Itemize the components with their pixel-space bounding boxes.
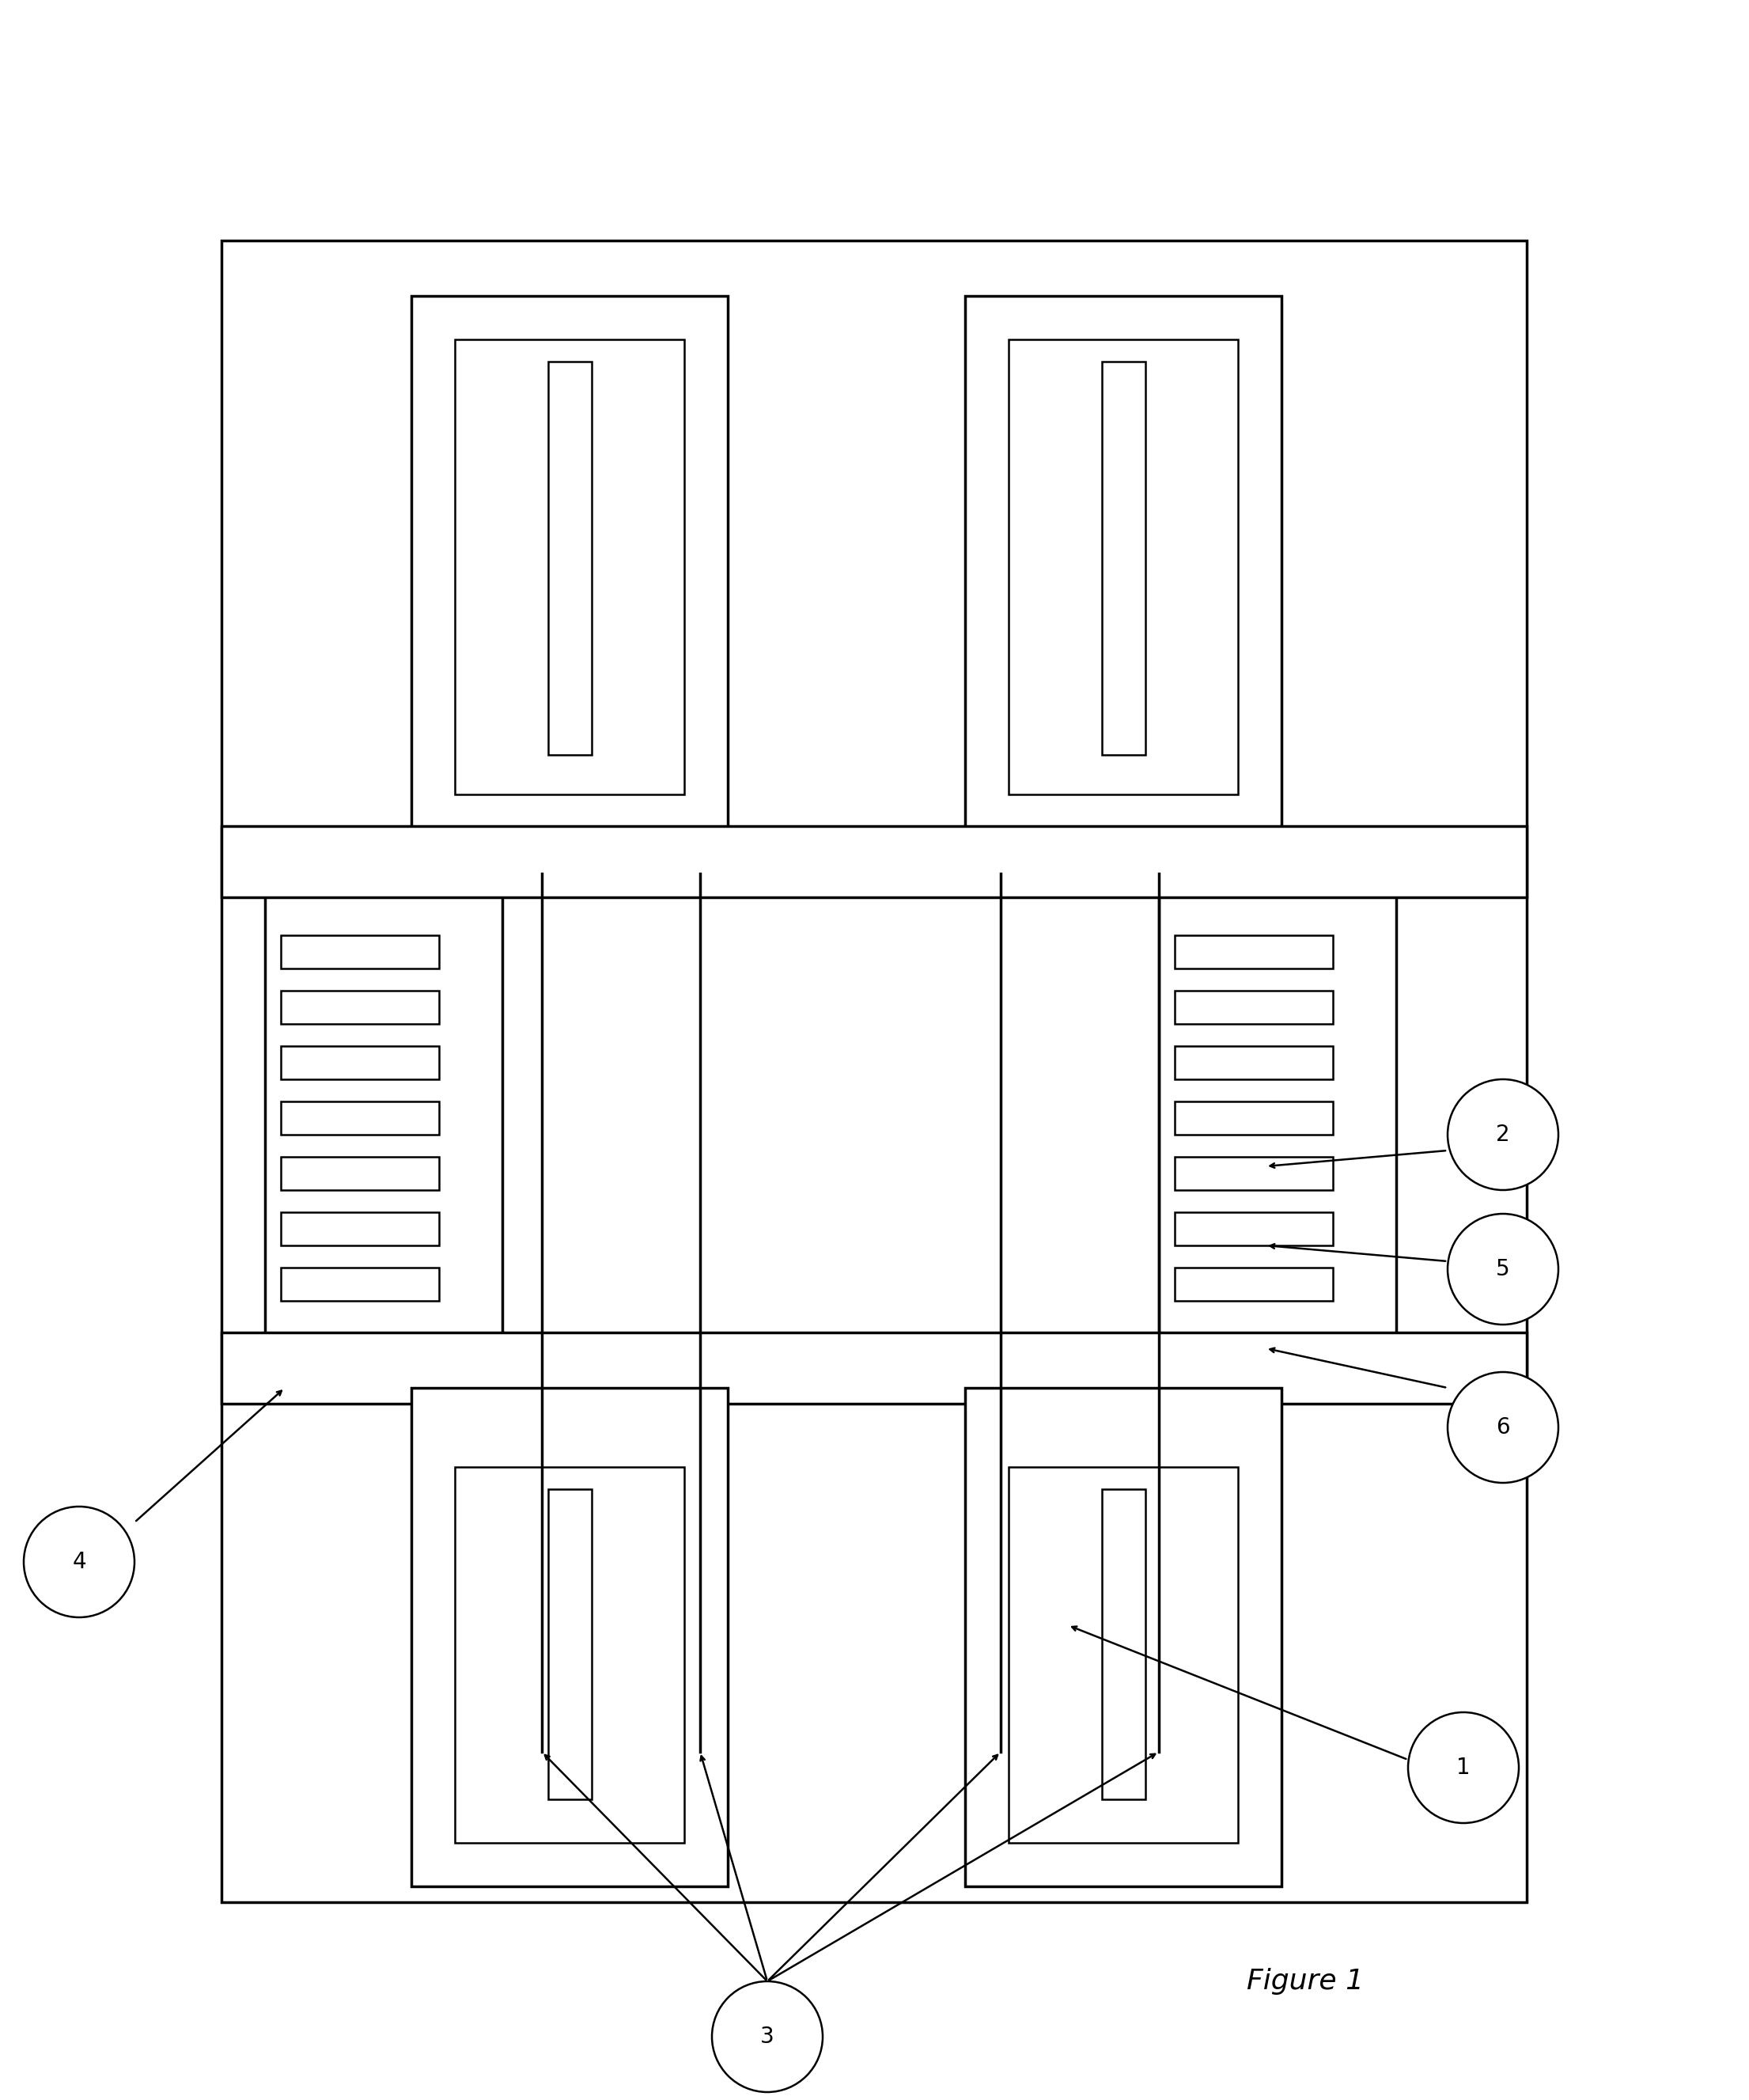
Circle shape: [1448, 1079, 1558, 1191]
Bar: [455, 340, 684, 794]
Text: 3: 3: [761, 2027, 775, 2048]
Text: 5: 5: [1495, 1258, 1509, 1281]
Text: 6: 6: [1495, 1415, 1509, 1438]
Bar: [1160, 851, 1396, 1348]
Bar: [282, 1212, 439, 1245]
Text: Figure 1: Figure 1: [1247, 1968, 1364, 1995]
Circle shape: [24, 1506, 135, 1617]
Bar: [1175, 1100, 1333, 1134]
Bar: [965, 296, 1282, 874]
Bar: [222, 825, 1527, 897]
Circle shape: [1408, 1712, 1518, 1823]
Bar: [1175, 991, 1333, 1025]
Bar: [282, 991, 439, 1025]
Bar: [1175, 1268, 1333, 1300]
Bar: [547, 1489, 591, 1800]
Bar: [1009, 1468, 1238, 1844]
Text: 2: 2: [1495, 1124, 1509, 1147]
Bar: [282, 934, 439, 968]
Bar: [266, 851, 502, 1348]
Circle shape: [712, 1980, 822, 2092]
Circle shape: [1448, 1214, 1558, 1325]
Bar: [282, 1100, 439, 1134]
Bar: [1175, 1157, 1333, 1191]
Bar: [1102, 361, 1146, 754]
Bar: [455, 1468, 684, 1844]
Bar: [1102, 1489, 1146, 1800]
Bar: [282, 1046, 439, 1079]
Bar: [222, 242, 1527, 1903]
Bar: [1175, 1212, 1333, 1245]
Bar: [282, 1268, 439, 1300]
Bar: [411, 296, 728, 874]
Text: 4: 4: [72, 1552, 86, 1573]
Bar: [1009, 340, 1238, 794]
Bar: [1175, 934, 1333, 968]
Bar: [547, 361, 591, 754]
Circle shape: [1448, 1371, 1558, 1483]
Bar: [282, 1157, 439, 1191]
Text: 1: 1: [1457, 1756, 1471, 1779]
Bar: [411, 1388, 728, 1886]
Bar: [965, 1388, 1282, 1886]
Bar: [222, 1334, 1527, 1403]
Bar: [1175, 1046, 1333, 1079]
